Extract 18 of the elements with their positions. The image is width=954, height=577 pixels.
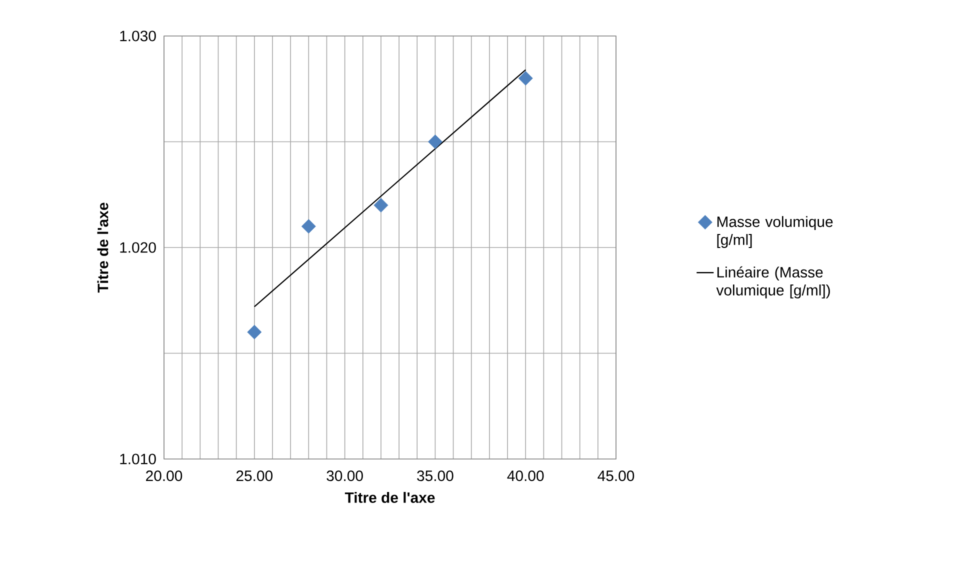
x-tick-label: 35.00: [417, 470, 454, 482]
y-tick-label: 1.030: [120, 30, 156, 42]
y-axis-title: Titre de l'axe: [97, 202, 108, 293]
x-tick-label: 30.00: [326, 470, 363, 482]
point: [247, 324, 262, 340]
point: [428, 134, 442, 149]
x-tick-label: 45.00: [598, 470, 634, 482]
point: [374, 198, 388, 212]
point: [301, 219, 316, 234]
y-tick-label: 1.010: [120, 454, 156, 464]
x-tick-label: 20.00: [146, 470, 182, 482]
y-tick-label: 1.020: [120, 242, 156, 253]
point: [518, 71, 533, 86]
x-tick-label: 40.00: [507, 470, 544, 482]
legend-label: Linéaire (Masse volumique [g/ml]): [716, 266, 830, 298]
x-tick-label: 25.00: [236, 470, 273, 482]
x-axis-title: Titre de l'axe: [344, 492, 435, 503]
legend-label: Masse volumique [g/ml]: [717, 216, 833, 248]
